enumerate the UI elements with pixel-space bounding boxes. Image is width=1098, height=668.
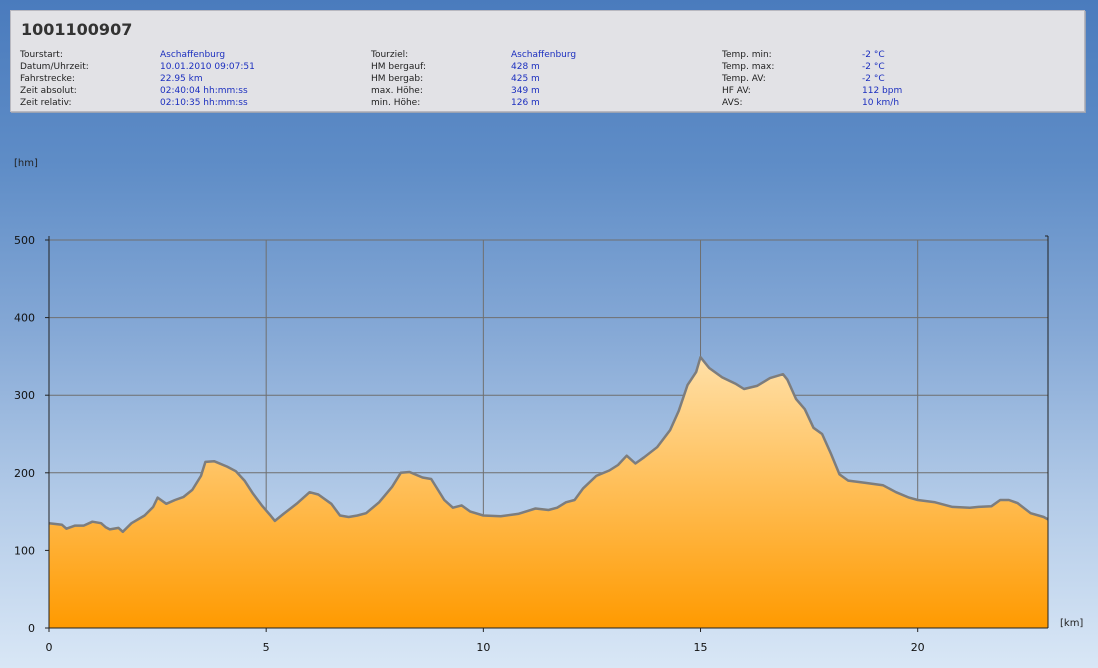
info-value: 02:40:04 hh:mm:ss	[160, 86, 248, 96]
info-value: 126 m	[511, 98, 540, 108]
x-tick-label: 0	[46, 641, 53, 654]
elevation-area	[49, 357, 1048, 628]
info-label: Zeit absolut:	[20, 86, 77, 96]
info-value: -2 °C	[862, 74, 885, 84]
info-label: min. Höhe:	[371, 98, 421, 108]
x-axis-unit-label: [km]	[1060, 618, 1084, 629]
info-label: Tourstart:	[20, 50, 63, 60]
y-tick-label: 500	[14, 234, 35, 247]
info-value: 02:10:35 hh:mm:ss	[160, 98, 248, 108]
info-label: Datum/Uhrzeit:	[20, 62, 89, 72]
info-value: -2 °C	[862, 62, 885, 72]
info-label: Tourziel:	[371, 50, 409, 60]
info-label: Temp. max:	[722, 62, 775, 72]
info-value: -2 °C	[862, 50, 885, 60]
axes	[45, 235, 1049, 632]
info-value: 10.01.2010 09:07:51	[160, 62, 255, 72]
info-label: HM bergauf:	[371, 62, 426, 72]
info-label: Temp. min:	[722, 50, 772, 60]
info-label: HM bergab:	[371, 74, 424, 84]
y-tick-label: 100	[14, 544, 35, 557]
x-tick-label: 20	[911, 641, 925, 654]
tick-labels: 0 100 200 300 400 500 0 5 10 15 20	[14, 234, 925, 654]
info-label: Temp. AV:	[722, 74, 766, 84]
info-value: 22.95 km	[160, 74, 203, 84]
info-label: Fahrstrecke:	[20, 74, 75, 84]
y-tick-label: 200	[14, 467, 35, 480]
info-value: Aschaffenburg	[511, 50, 577, 60]
y-tick-label: 0	[28, 622, 35, 635]
tour-id-title: 1001100907	[21, 20, 133, 39]
tour-info-panel: 1001100907 Tourstart: Aschaffenburg Datum/…	[10, 10, 1085, 112]
info-value: 425 m	[511, 74, 540, 84]
x-tick-label: 10	[476, 641, 490, 654]
y-axis-unit-label: [hm]	[14, 158, 38, 169]
info-value: 428 m	[511, 62, 540, 72]
info-label: max. Höhe:	[371, 86, 423, 96]
info-label: Zeit relativ:	[20, 98, 72, 108]
info-value: 349 m	[511, 86, 540, 96]
x-tick-label: 5	[263, 641, 270, 654]
info-value: 112 bpm	[862, 86, 903, 96]
info-label: HF AV:	[722, 86, 751, 96]
y-tick-label: 300	[14, 389, 35, 402]
x-tick-label: 15	[694, 641, 708, 654]
elevation-line	[48, 355, 1049, 534]
info-value: Aschaffenburg	[160, 50, 226, 60]
y-tick-label: 400	[14, 312, 35, 325]
info-label: AVS:	[722, 98, 743, 108]
info-value: 10 km/h	[862, 98, 900, 108]
